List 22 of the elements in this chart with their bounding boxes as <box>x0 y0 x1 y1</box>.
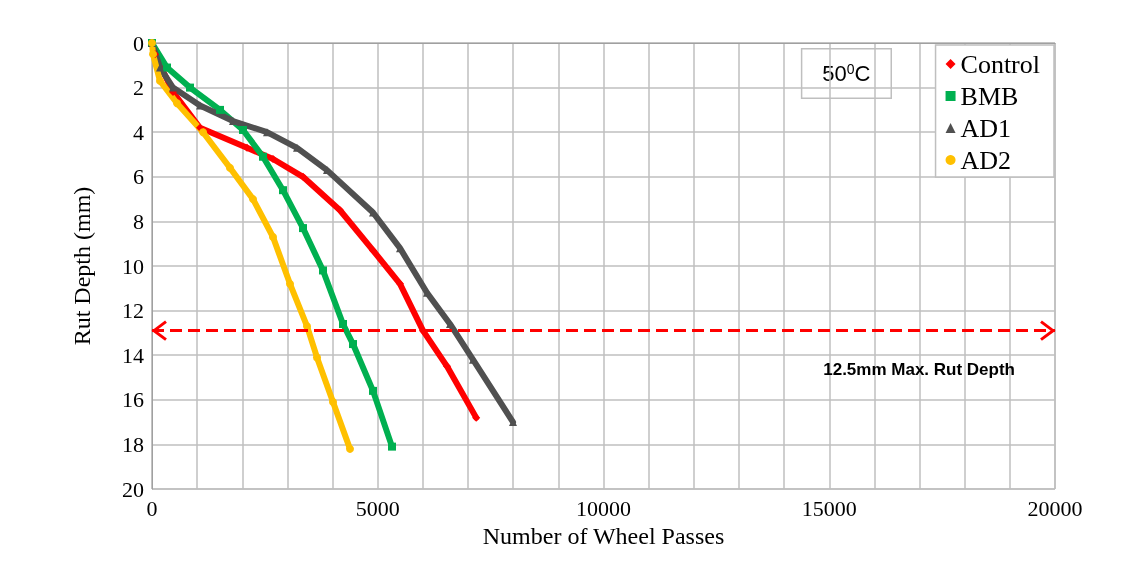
legend-label: AD2 <box>960 145 1012 175</box>
y-tick-label: 2 <box>133 75 144 101</box>
legend-label: BMB <box>960 81 1019 111</box>
y-tick-label: 14 <box>122 342 144 368</box>
y-tick-label: 20 <box>122 476 144 502</box>
y-tick-label: 4 <box>133 119 144 145</box>
y-tick-label: 0 <box>133 30 144 56</box>
y-axis-title: Rut Depth (mm) <box>69 186 95 346</box>
x-tick-label: 20000 <box>1027 495 1083 521</box>
y-tick-label: 8 <box>133 208 144 234</box>
legend-label: Control <box>960 49 1041 79</box>
x-tick-label: 10000 <box>576 495 631 521</box>
ref-line-label: 12.5mm Max. Rut Depth <box>823 359 1015 379</box>
y-tick-label: 18 <box>122 431 144 457</box>
x-axis-title: Number of Wheel Passes <box>482 522 725 549</box>
y-tick-label: 12 <box>122 298 144 324</box>
x-tick-label: 5000 <box>355 495 400 521</box>
legend-label: AD1 <box>960 113 1012 143</box>
y-tick-label: 6 <box>133 164 144 190</box>
x-tick-label: 15000 <box>801 495 857 521</box>
y-tick-label: 10 <box>122 253 144 279</box>
y-tick-label: 16 <box>122 387 144 413</box>
